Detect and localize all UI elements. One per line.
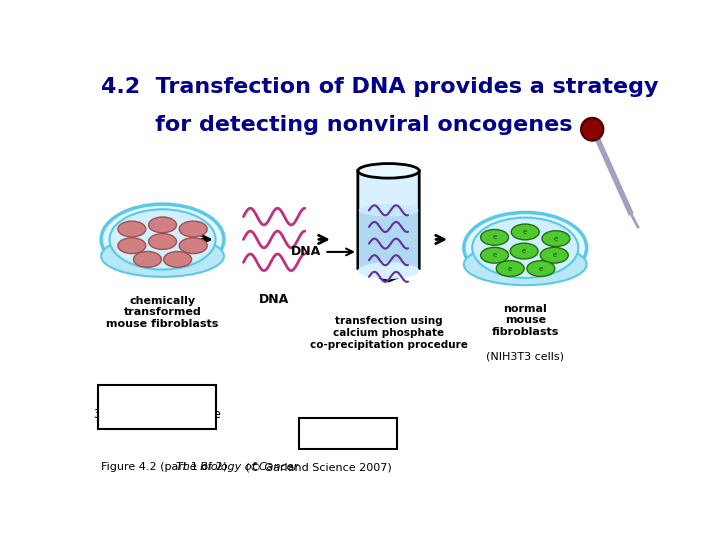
Ellipse shape — [179, 238, 207, 254]
Ellipse shape — [527, 261, 555, 276]
Ellipse shape — [510, 243, 538, 259]
Ellipse shape — [542, 231, 570, 246]
Text: transformed by
3-methycholanthrene: transformed by 3-methycholanthrene — [93, 393, 221, 421]
Ellipse shape — [472, 218, 578, 278]
Text: e: e — [492, 252, 497, 258]
Ellipse shape — [581, 118, 603, 141]
Ellipse shape — [464, 212, 587, 283]
Ellipse shape — [102, 204, 224, 275]
Text: DNA: DNA — [292, 245, 322, 259]
Ellipse shape — [163, 252, 192, 267]
Text: e: e — [552, 252, 557, 258]
Text: chemically
transformed
mouse fibroblasts: chemically transformed mouse fibroblasts — [107, 295, 219, 329]
Ellipse shape — [102, 235, 224, 277]
Text: e: e — [523, 229, 527, 235]
Ellipse shape — [179, 221, 207, 237]
Text: (© Garland Science 2007): (© Garland Science 2007) — [243, 462, 392, 472]
Ellipse shape — [359, 204, 418, 217]
Ellipse shape — [481, 247, 508, 263]
Text: Figure 4.2 (part 1 of 2): Figure 4.2 (part 1 of 2) — [101, 462, 234, 472]
Ellipse shape — [358, 262, 419, 279]
Ellipse shape — [118, 238, 145, 254]
Text: normal
mouse
fibroblasts: normal mouse fibroblasts — [492, 304, 559, 337]
Text: (NIH3T3 cells): (NIH3T3 cells) — [486, 352, 564, 362]
Ellipse shape — [118, 221, 145, 237]
Ellipse shape — [511, 224, 539, 240]
Text: e: e — [522, 248, 526, 254]
FancyBboxPatch shape — [99, 385, 215, 429]
Text: e: e — [492, 234, 497, 240]
Ellipse shape — [358, 164, 419, 178]
Text: DNA: DNA — [259, 294, 289, 307]
Ellipse shape — [496, 261, 524, 276]
Ellipse shape — [109, 210, 215, 269]
Ellipse shape — [148, 234, 176, 249]
Ellipse shape — [148, 217, 176, 233]
FancyBboxPatch shape — [300, 418, 397, 449]
Ellipse shape — [464, 244, 587, 285]
Text: e: e — [539, 266, 543, 272]
Ellipse shape — [481, 230, 508, 245]
Text: e: e — [554, 235, 558, 241]
Ellipse shape — [540, 247, 568, 263]
Text: for detecting nonviral oncogenes: for detecting nonviral oncogenes — [101, 114, 572, 134]
Text: 4.2  Transfection of DNA provides a strategy: 4.2 Transfection of DNA provides a strat… — [101, 77, 659, 97]
Text: The Biology of Cancer: The Biology of Cancer — [176, 462, 299, 472]
Polygon shape — [358, 171, 419, 281]
Ellipse shape — [133, 252, 161, 267]
Text: Sidebar 4.2: Sidebar 4.2 — [312, 427, 384, 440]
Polygon shape — [359, 211, 418, 280]
Text: e: e — [508, 266, 513, 272]
Text: transfection using
calcium phosphate
co-precipitation procedure: transfection using calcium phosphate co-… — [310, 316, 467, 349]
